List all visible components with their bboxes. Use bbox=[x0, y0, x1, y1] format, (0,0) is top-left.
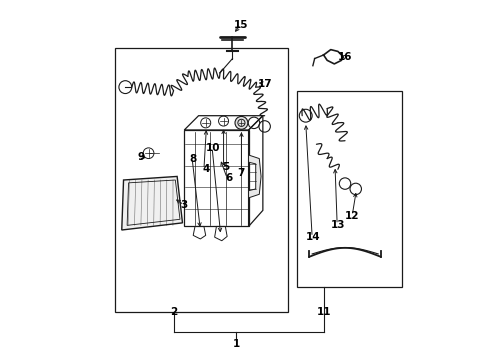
Text: 13: 13 bbox=[331, 220, 345, 230]
Text: 8: 8 bbox=[190, 154, 197, 163]
Polygon shape bbox=[248, 155, 261, 198]
Text: 17: 17 bbox=[257, 78, 272, 89]
Text: 12: 12 bbox=[345, 211, 360, 221]
Text: 6: 6 bbox=[225, 173, 233, 183]
Text: 14: 14 bbox=[306, 232, 320, 242]
Text: 9: 9 bbox=[138, 152, 145, 162]
Circle shape bbox=[235, 116, 248, 129]
Text: 10: 10 bbox=[206, 143, 220, 153]
Text: 5: 5 bbox=[222, 162, 229, 172]
Text: 11: 11 bbox=[317, 307, 331, 317]
Polygon shape bbox=[122, 176, 182, 230]
Text: 4: 4 bbox=[202, 164, 209, 174]
Text: 3: 3 bbox=[181, 200, 188, 210]
Text: 7: 7 bbox=[238, 168, 245, 178]
Text: 15: 15 bbox=[234, 19, 249, 30]
Text: 1: 1 bbox=[232, 339, 240, 349]
Text: 2: 2 bbox=[170, 307, 177, 317]
Text: 16: 16 bbox=[338, 52, 352, 62]
